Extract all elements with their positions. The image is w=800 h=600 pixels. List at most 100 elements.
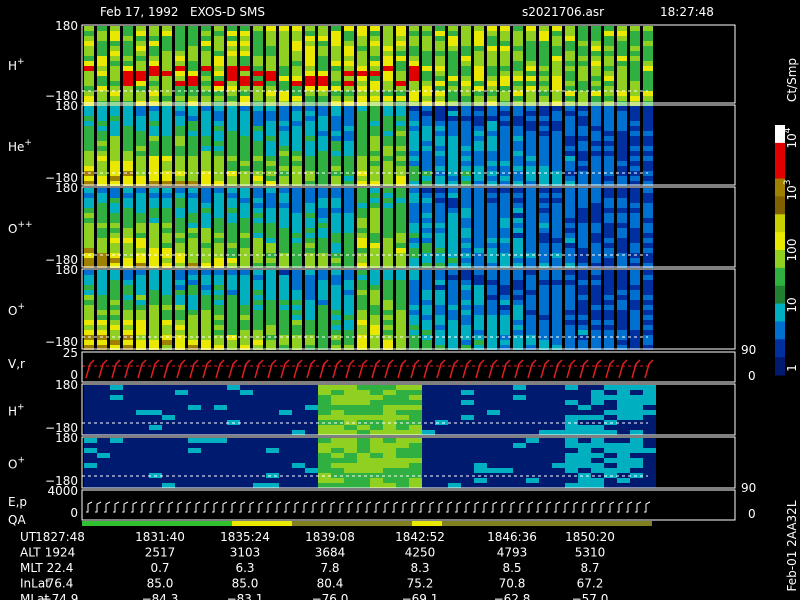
- spectrogram-cell: [448, 463, 461, 468]
- spectrogram-cell: [578, 280, 588, 285]
- spectrogram-cell: [357, 26, 367, 31]
- spectrogram-cell: [591, 208, 601, 213]
- spectrogram-cell: [175, 51, 185, 56]
- spectrogram-cell: [578, 41, 588, 46]
- spectrogram-cell: [305, 126, 315, 131]
- colorbar-band: [775, 178, 785, 197]
- spectrogram-cell: [448, 275, 458, 280]
- stamp: Feb-01 2AA32L: [785, 500, 799, 591]
- spectrogram-cell: [370, 176, 380, 181]
- spectrogram-cell: [344, 315, 354, 320]
- spectrogram-cell: [97, 96, 107, 101]
- spectrogram-cell: [357, 81, 367, 86]
- spectrogram-cell: [240, 91, 250, 96]
- spectrogram-cell: [409, 31, 419, 36]
- spectrogram-cell: [383, 31, 393, 36]
- spectrogram-cell: [110, 315, 120, 320]
- spectrogram-cell: [136, 340, 146, 345]
- spectrogram-cell: [422, 81, 432, 86]
- spectrogram-cell: [149, 151, 159, 156]
- spectrogram-cell: [240, 96, 250, 101]
- footer-label: ALT: [20, 546, 41, 560]
- spectrogram-cell: [370, 151, 380, 156]
- spectrogram-cell: [630, 295, 640, 300]
- spectrogram-cell: [500, 161, 510, 166]
- spectrogram-cell: [214, 410, 227, 415]
- spectrogram-cell: [487, 213, 497, 218]
- spectrogram-cell: [292, 453, 305, 458]
- spectrogram-cell: [318, 166, 328, 171]
- spectrogram-cell: [149, 41, 159, 46]
- spectrogram-cell: [448, 410, 461, 415]
- spectrogram-cell: [318, 223, 328, 228]
- spectrogram-cell: [617, 345, 627, 350]
- spectrogram-cell: [279, 31, 289, 36]
- spectrogram-cell: [565, 198, 575, 203]
- spectrogram-cell: [578, 146, 588, 151]
- spectrogram-cell: [305, 300, 315, 305]
- spectrogram-cell: [591, 400, 604, 405]
- spectrogram-cell: [578, 410, 591, 415]
- panel-label: QA: [8, 513, 26, 527]
- spectrogram-cell: [526, 280, 536, 285]
- spectrogram-cell: [149, 66, 159, 71]
- spectrogram-cell: [201, 325, 211, 330]
- spectrogram-cell: [474, 430, 487, 435]
- panel-label-base: V,r: [8, 357, 25, 371]
- spectrogram-cell: [162, 453, 175, 458]
- spectrogram-cell: [357, 478, 370, 483]
- spectrogram-cell: [266, 198, 276, 203]
- spectrogram-cell: [435, 243, 445, 248]
- spectrogram-cell: [643, 31, 653, 36]
- spectrogram-cell: [175, 106, 185, 111]
- spectrogram-cell: [383, 218, 393, 223]
- spectrogram-cell: [344, 91, 354, 96]
- spectrogram-cell: [370, 280, 380, 285]
- spectrogram-cell: [591, 238, 601, 243]
- spectrogram-cell: [565, 26, 575, 31]
- spectrogram-cell: [357, 325, 367, 330]
- spectrogram-cell: [266, 193, 276, 198]
- spectrogram-cell: [344, 438, 357, 443]
- spectrogram-cell: [526, 248, 536, 253]
- spectrogram-cell: [539, 96, 549, 101]
- spectrogram-cell: [617, 51, 627, 56]
- spectrogram-cell: [110, 483, 123, 488]
- spectrogram-cell: [604, 188, 614, 193]
- spectrogram-cell: [214, 238, 224, 243]
- spectrogram-cell: [175, 258, 185, 263]
- spectrogram-cell: [110, 36, 120, 41]
- spectrogram-cell: [409, 330, 419, 335]
- spectrogram-cell: [279, 420, 292, 425]
- spectrogram-cell: [188, 415, 201, 420]
- spectrogram-cell: [227, 66, 237, 71]
- spectrogram-cell: [422, 218, 432, 223]
- spectrogram-cell: [136, 453, 149, 458]
- spectrogram-cell: [305, 330, 315, 335]
- spectrogram-cell: [292, 131, 302, 136]
- spectrogram-cell: [188, 233, 198, 238]
- spectrogram-cell: [266, 483, 279, 488]
- spectrogram-cell: [370, 415, 383, 420]
- panel-label-base: He: [8, 140, 24, 154]
- spectrogram-cell: [162, 111, 172, 116]
- spectrogram-cell: [123, 218, 133, 223]
- spectrogram-cell: [552, 166, 562, 171]
- spectrogram-cell: [253, 41, 263, 46]
- spectrogram-cell: [201, 233, 211, 238]
- spectrogram-cell: [279, 320, 289, 325]
- spectrogram-cell: [383, 305, 393, 310]
- spectrogram-cell: [136, 136, 146, 141]
- spectrogram-cell: [240, 233, 250, 238]
- spectrogram-cell: [214, 218, 224, 223]
- spectrogram-cell: [617, 181, 627, 186]
- spectrogram-cell: [539, 66, 549, 71]
- spectrogram-cell: [110, 56, 120, 61]
- spectrogram-cell: [292, 458, 305, 463]
- spectrogram-cell: [266, 46, 276, 51]
- spectrogram-cell: [227, 285, 237, 290]
- spectrogram-cell: [487, 121, 497, 126]
- spectrogram-cell: [188, 223, 198, 228]
- colorbar-label: 104: [783, 127, 799, 148]
- spectrogram-cell: [461, 228, 471, 233]
